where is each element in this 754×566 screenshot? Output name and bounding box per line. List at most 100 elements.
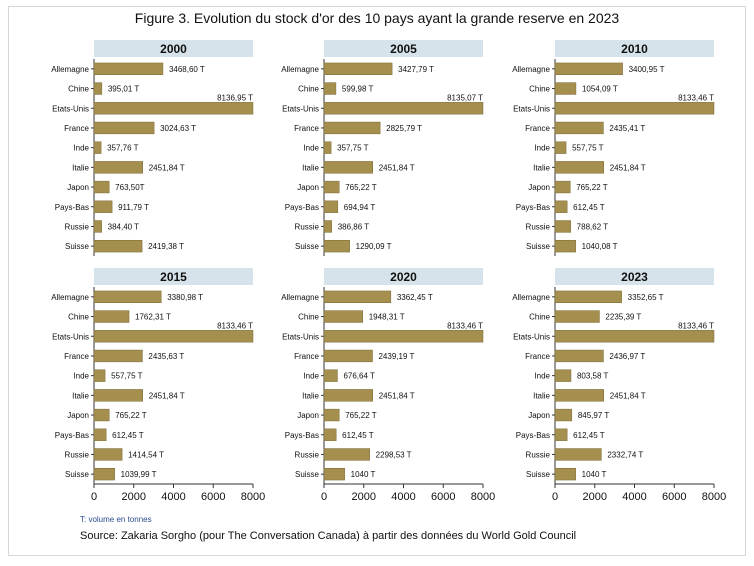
bar <box>554 180 571 194</box>
category-label: Pays-Bas <box>55 431 89 440</box>
value-label: 2435,63 T <box>148 352 184 361</box>
category-label: Japon <box>528 183 550 192</box>
value-label: 803,58 T <box>577 372 609 381</box>
panel-2000: 2000 Allemagne 3468,60 T Chine 395,01 T Etats… <box>51 40 254 256</box>
panel-2020: 2020 Allemagne 3362,45 T Chine 1948,31 T Etat… <box>281 268 495 503</box>
bar <box>323 220 332 233</box>
panel-title: 2005 <box>390 42 417 56</box>
value-label: 1039,99 T <box>121 470 157 479</box>
bar <box>93 200 113 213</box>
bar <box>323 369 338 382</box>
category-label: Etats-Unis <box>52 332 89 341</box>
panel-header <box>324 40 483 57</box>
category-label: France <box>525 352 550 361</box>
panel-header <box>555 40 714 57</box>
value-label: 2451,84 T <box>379 163 415 172</box>
value-label: 384,40 T <box>108 222 140 231</box>
value-label: 2298,53 T <box>376 450 412 459</box>
value-label: 2451,84 T <box>610 163 646 172</box>
category-label: Pays-Bas <box>516 203 550 212</box>
x-tick-label: 6000 <box>201 491 225 503</box>
bar <box>93 180 110 194</box>
x-tick-label: 8000 <box>702 491 726 503</box>
value-label: 357,75 T <box>337 144 369 153</box>
value-label: 2825,79 T <box>386 124 422 133</box>
bar <box>93 239 143 253</box>
x-tick-label: 6000 <box>431 491 455 503</box>
bar <box>554 310 600 323</box>
bar <box>323 200 339 213</box>
value-label: 1040,08 T <box>582 242 618 251</box>
category-label: Suisse <box>65 242 90 251</box>
category-label: Japon <box>297 183 319 192</box>
category-label: Japon <box>528 411 550 420</box>
category-label: Chine <box>68 85 89 94</box>
bar <box>93 310 130 323</box>
bar <box>323 428 337 441</box>
value-label: 765,22 T <box>115 411 147 420</box>
bar <box>93 349 143 363</box>
bar <box>554 82 577 95</box>
category-label: France <box>525 124 550 133</box>
value-label: 2439,19 T <box>378 352 414 361</box>
x-tick-label: 0 <box>321 491 327 503</box>
bar <box>93 102 254 115</box>
value-label: 676,64 T <box>343 372 375 381</box>
x-tick-label: 8000 <box>471 491 495 503</box>
category-label: Russie <box>65 222 90 231</box>
value-label: 395,01 T <box>108 85 140 94</box>
value-label: 694,94 T <box>344 203 376 212</box>
value-label: 788,62 T <box>577 222 609 231</box>
category-label: Japon <box>67 411 89 420</box>
bar <box>93 467 115 481</box>
category-label: Allemagne <box>512 293 550 302</box>
category-label: Allemagne <box>281 293 319 302</box>
value-label: 3380,98 T <box>167 293 203 302</box>
category-label: Inde <box>534 144 550 153</box>
category-label: Chine <box>298 313 319 322</box>
value-label: 765,22 T <box>345 183 377 192</box>
category-label: Japon <box>67 183 89 192</box>
value-label: 2235,39 T <box>605 313 641 322</box>
panel-2023: 2023 Allemagne 3352,65 T Chine 2235,39 T Etat… <box>512 268 726 503</box>
bar <box>323 448 370 461</box>
category-label: Suisse <box>526 470 551 479</box>
category-label: Russie <box>295 450 320 459</box>
x-tick-label: 2000 <box>352 491 376 503</box>
bar <box>554 121 604 135</box>
category-label: Etats-Unis <box>282 104 319 113</box>
x-tick-label: 2000 <box>122 491 146 503</box>
panel-2015: 2015 Allemagne 3380,98 T Chine 1762,31 T Etat… <box>51 268 265 503</box>
bar <box>93 82 103 95</box>
x-tick-label: 0 <box>552 491 558 503</box>
value-label: 3362,45 T <box>397 293 433 302</box>
value-label: 3024,63 T <box>160 124 196 133</box>
value-label: 2451,84 T <box>379 391 415 400</box>
category-label: France <box>294 352 319 361</box>
bar <box>554 467 576 481</box>
category-label: Russie <box>526 222 551 231</box>
category-label: Etats-Unis <box>513 332 550 341</box>
bar <box>554 448 602 461</box>
value-label: 1948,31 T <box>369 313 405 322</box>
category-label: France <box>64 352 89 361</box>
bar <box>93 141 102 154</box>
bar <box>554 369 572 382</box>
category-label: France <box>64 124 89 133</box>
value-label: 2419,38 T <box>148 242 184 251</box>
bar <box>93 62 164 76</box>
bar <box>93 330 254 343</box>
bar <box>323 290 392 304</box>
category-label: Chine <box>529 313 550 322</box>
bar <box>323 141 332 154</box>
value-label: 1054,09 T <box>582 85 618 94</box>
category-label: Italie <box>302 163 319 172</box>
bar <box>554 200 568 213</box>
panel-title: 2010 <box>621 42 648 56</box>
panel-2010: 2010 Allemagne 3400,95 T Chine 1054,09 T Etat… <box>512 40 715 256</box>
bar <box>93 389 143 402</box>
chart-title: Figure 3. Evolution du stock d'or des 10… <box>134 10 620 26</box>
x-tick-label: 4000 <box>622 491 646 503</box>
bar <box>323 349 373 363</box>
bar <box>323 330 484 343</box>
